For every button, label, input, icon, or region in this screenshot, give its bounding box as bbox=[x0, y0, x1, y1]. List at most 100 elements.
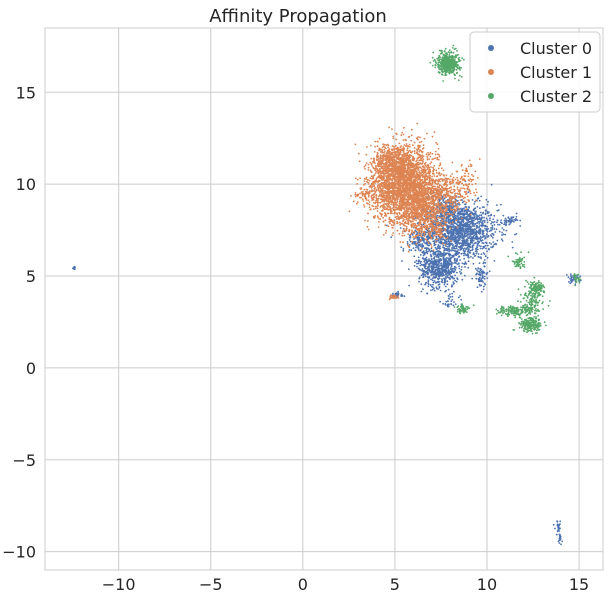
data-point bbox=[400, 185, 403, 187]
data-point bbox=[452, 232, 454, 235]
data-point bbox=[467, 234, 469, 236]
data-point bbox=[478, 225, 481, 228]
data-point bbox=[433, 173, 435, 175]
data-point bbox=[459, 295, 461, 297]
data-point bbox=[463, 252, 466, 255]
data-point bbox=[440, 268, 443, 270]
data-point bbox=[500, 238, 503, 241]
data-point bbox=[383, 175, 386, 178]
data-point bbox=[407, 268, 410, 271]
data-point bbox=[511, 246, 514, 249]
data-point bbox=[486, 221, 489, 224]
data-point bbox=[374, 172, 377, 175]
data-point bbox=[391, 212, 393, 215]
data-point bbox=[471, 239, 474, 241]
data-point bbox=[426, 132, 428, 135]
data-point bbox=[486, 272, 489, 274]
data-point bbox=[474, 241, 477, 244]
data-point bbox=[490, 243, 492, 245]
data-point bbox=[397, 193, 399, 195]
data-point bbox=[395, 173, 397, 176]
data-point bbox=[385, 229, 388, 232]
data-point bbox=[460, 208, 463, 211]
data-point bbox=[415, 246, 417, 249]
data-point bbox=[450, 237, 453, 240]
data-point bbox=[421, 179, 424, 181]
data-point bbox=[422, 170, 425, 173]
data-point bbox=[426, 292, 428, 295]
data-point bbox=[468, 243, 471, 245]
data-point bbox=[478, 217, 481, 220]
data-point bbox=[363, 188, 366, 191]
data-point bbox=[462, 220, 465, 222]
data-point bbox=[431, 135, 434, 138]
data-point bbox=[469, 218, 472, 220]
data-point bbox=[466, 224, 468, 226]
data-point bbox=[447, 227, 450, 230]
data-point bbox=[467, 249, 470, 252]
data-point bbox=[481, 216, 483, 219]
data-point bbox=[461, 247, 464, 249]
data-point bbox=[451, 267, 454, 270]
data-point bbox=[461, 235, 464, 237]
data-point bbox=[417, 153, 419, 155]
data-point bbox=[402, 185, 404, 188]
data-point bbox=[369, 161, 372, 164]
data-point bbox=[363, 165, 366, 168]
data-point bbox=[402, 248, 405, 250]
data-point bbox=[456, 176, 458, 179]
data-point bbox=[459, 234, 462, 237]
data-point bbox=[449, 293, 451, 296]
data-point bbox=[438, 277, 441, 280]
data-point bbox=[408, 239, 411, 241]
data-point bbox=[414, 261, 416, 264]
data-point bbox=[486, 233, 488, 236]
data-point bbox=[354, 143, 357, 146]
data-point bbox=[427, 184, 429, 186]
data-point bbox=[473, 216, 475, 219]
data-point bbox=[481, 242, 484, 244]
data-point bbox=[394, 184, 397, 186]
data-point bbox=[352, 200, 355, 203]
data-point bbox=[428, 209, 431, 211]
data-point bbox=[469, 222, 472, 225]
data-point bbox=[489, 217, 491, 220]
data-point bbox=[359, 177, 361, 180]
data-point bbox=[454, 268, 457, 271]
data-point bbox=[483, 271, 486, 274]
data-point bbox=[429, 168, 431, 171]
data-point bbox=[405, 173, 408, 176]
data-point bbox=[432, 169, 434, 172]
data-point bbox=[447, 239, 450, 242]
data-point bbox=[475, 277, 478, 280]
data-point bbox=[410, 134, 413, 137]
data-point bbox=[426, 172, 429, 175]
data-point bbox=[443, 247, 446, 250]
data-point bbox=[484, 235, 486, 237]
data-point bbox=[471, 232, 474, 235]
data-point bbox=[414, 249, 417, 252]
data-point bbox=[479, 274, 482, 277]
data-point bbox=[435, 266, 437, 268]
data-point bbox=[501, 231, 503, 234]
data-point bbox=[448, 205, 450, 208]
data-point bbox=[435, 141, 437, 144]
data-point bbox=[462, 252, 464, 255]
data-point bbox=[416, 137, 418, 140]
data-point bbox=[489, 214, 492, 217]
data-point bbox=[435, 235, 438, 238]
data-point bbox=[458, 265, 460, 268]
data-point bbox=[488, 230, 491, 233]
data-point bbox=[424, 242, 427, 245]
data-point bbox=[569, 277, 571, 280]
data-point bbox=[558, 524, 560, 527]
data-point bbox=[457, 230, 460, 232]
data-point bbox=[446, 274, 449, 277]
data-point bbox=[515, 212, 518, 215]
data-point bbox=[428, 158, 430, 161]
data-point bbox=[556, 520, 558, 522]
data-point bbox=[508, 223, 511, 226]
data-point bbox=[418, 260, 421, 262]
data-point bbox=[430, 246, 433, 248]
